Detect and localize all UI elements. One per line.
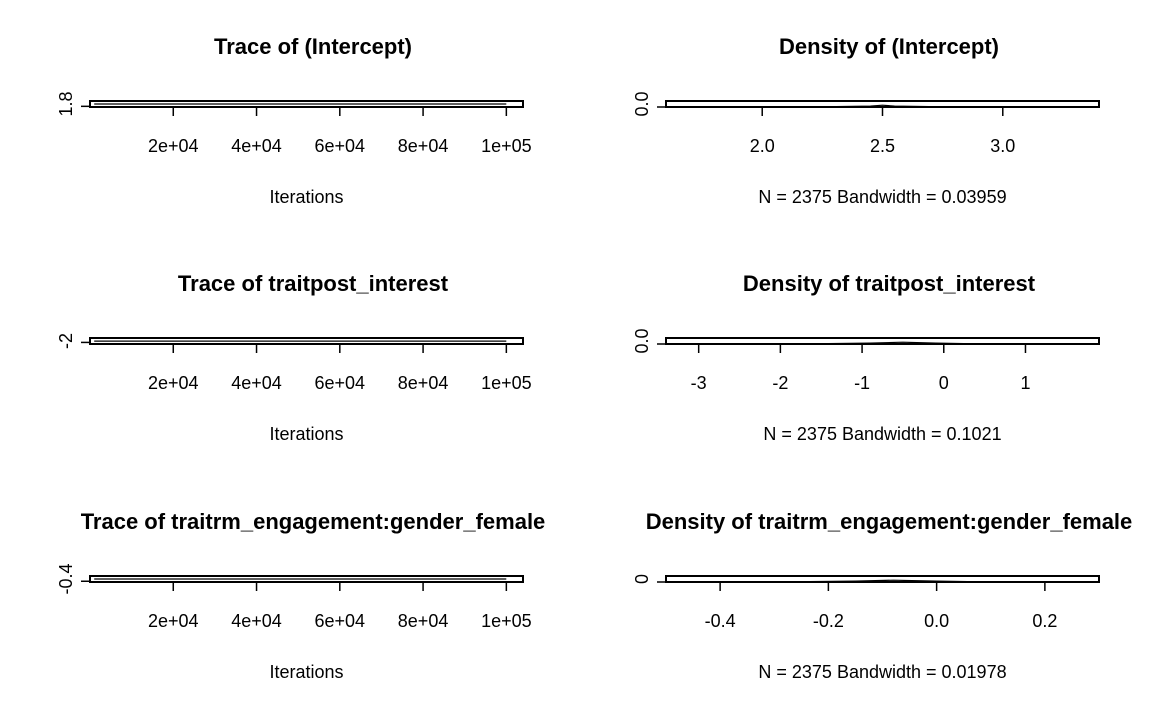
x-tick-label: -3 bbox=[691, 373, 707, 393]
y-tick-label: 1.8 bbox=[56, 91, 76, 116]
x-axis: 2.0 2.5 3.0 bbox=[750, 106, 1015, 156]
y-tick-label: -2 bbox=[56, 333, 76, 349]
y-axis: -2 bbox=[56, 333, 90, 349]
density-panel-3: Density of traitrm_engagement:gender_fem… bbox=[632, 509, 1132, 682]
x-tick-label: 4e+04 bbox=[231, 136, 282, 156]
x-tick-label: 0.2 bbox=[1032, 611, 1057, 631]
x-tick-label: 0.0 bbox=[924, 611, 949, 631]
x-tick-label: 2e+04 bbox=[148, 136, 199, 156]
panel-title: Trace of (Intercept) bbox=[214, 34, 412, 59]
y-tick-label: -0.4 bbox=[56, 563, 76, 594]
x-tick-label: 4e+04 bbox=[231, 373, 282, 393]
y-tick-label: 0 bbox=[632, 574, 652, 584]
trace-panel-3: Trace of traitrm_engagement:gender_femal… bbox=[56, 509, 545, 682]
x-tick-label: 0 bbox=[939, 373, 949, 393]
plot-frame bbox=[665, 575, 1100, 583]
x-tick-label: -0.2 bbox=[813, 611, 844, 631]
x-axis: 2e+04 4e+04 6e+04 8e+04 1e+05 bbox=[148, 581, 532, 631]
x-tick-label: 3.0 bbox=[990, 136, 1015, 156]
x-tick-label: -0.4 bbox=[705, 611, 736, 631]
x-tick-label: 2.5 bbox=[870, 136, 895, 156]
y-tick-label: 0.0 bbox=[632, 328, 652, 353]
density-panel-2: Density of traitpost_interest -3 -2 -1 0 1 0.0… bbox=[632, 271, 1100, 444]
x-tick-label: 1e+05 bbox=[481, 136, 532, 156]
x-tick-label: 1e+05 bbox=[481, 373, 532, 393]
y-axis: 0.0 bbox=[632, 91, 666, 117]
x-axis-label: N = 2375 Bandwidth = 0.1021 bbox=[763, 424, 1001, 444]
x-tick-label: -1 bbox=[854, 373, 870, 393]
x-tick-label: 2e+04 bbox=[148, 373, 199, 393]
x-tick-label: 6e+04 bbox=[315, 136, 366, 156]
x-tick-label: 1e+05 bbox=[481, 611, 532, 631]
x-tick-label: 8e+04 bbox=[398, 611, 449, 631]
x-axis-label: N = 2375 Bandwidth = 0.01978 bbox=[758, 662, 1006, 682]
x-axis-label: Iterations bbox=[269, 424, 343, 444]
x-tick-label: 2.0 bbox=[750, 136, 775, 156]
panel-title: Trace of traitrm_engagement:gender_femal… bbox=[81, 509, 546, 534]
trace-panel-2: Trace of traitpost_interest 2e+04 4e+04 6e+… bbox=[56, 271, 532, 444]
y-tick-label: 0.0 bbox=[632, 91, 652, 116]
x-axis: 2e+04 4e+04 6e+04 8e+04 1e+05 bbox=[148, 106, 532, 156]
panel-title: Trace of traitpost_interest bbox=[178, 271, 449, 296]
panel-title: Density of traitpost_interest bbox=[743, 271, 1036, 296]
x-tick-label: 8e+04 bbox=[398, 373, 449, 393]
panel-title: Density of (Intercept) bbox=[779, 34, 999, 59]
trace-panel-1: Trace of (Intercept) 2e+04 4e+04 6e+04 8e+04… bbox=[56, 34, 532, 207]
x-tick-label: 1 bbox=[1020, 373, 1030, 393]
x-tick-label: 8e+04 bbox=[398, 136, 449, 156]
x-axis-label: N = 2375 Bandwidth = 0.03959 bbox=[758, 187, 1006, 207]
y-axis: -0.4 bbox=[56, 563, 90, 595]
density-panel-1: Density of (Intercept) 2.0 2.5 3.0 0.0 N = 23… bbox=[632, 34, 1100, 207]
x-tick-label: -2 bbox=[772, 373, 788, 393]
x-axis-label: Iterations bbox=[269, 187, 343, 207]
x-tick-label: 4e+04 bbox=[231, 611, 282, 631]
panel-title: Density of traitrm_engagement:gender_fem… bbox=[646, 509, 1133, 534]
y-axis: 0.0 bbox=[632, 328, 666, 354]
x-tick-label: 2e+04 bbox=[148, 611, 199, 631]
x-axis: -0.4 -0.2 0.0 0.2 bbox=[705, 581, 1057, 631]
x-axis: -3 -2 -1 0 1 bbox=[691, 343, 1030, 393]
x-tick-label: 6e+04 bbox=[315, 611, 366, 631]
x-axis-label: Iterations bbox=[269, 662, 343, 682]
x-tick-label: 6e+04 bbox=[315, 373, 366, 393]
y-axis: 1.8 bbox=[56, 91, 90, 117]
y-axis: 0 bbox=[632, 574, 666, 584]
plot-frame bbox=[665, 100, 1100, 108]
x-axis: 2e+04 4e+04 6e+04 8e+04 1e+05 bbox=[148, 343, 532, 393]
